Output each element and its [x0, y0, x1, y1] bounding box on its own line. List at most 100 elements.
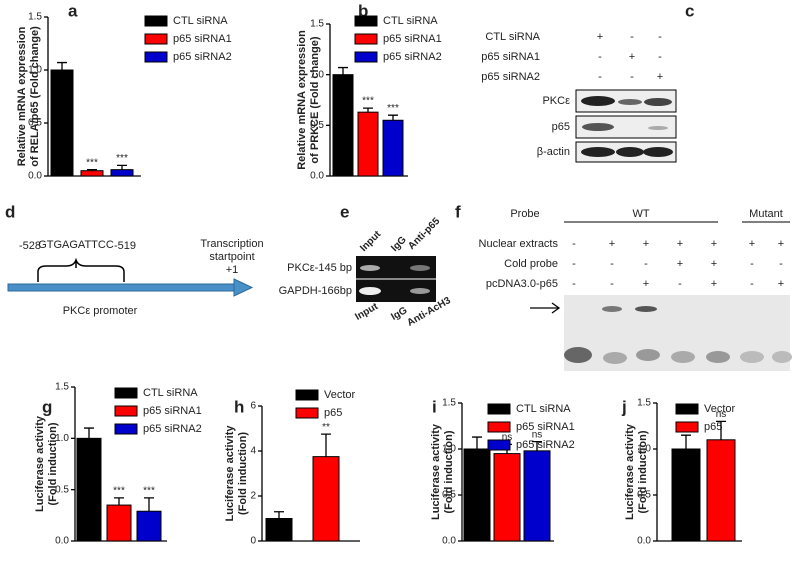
bar: [493, 453, 521, 542]
legend-label: Vector: [324, 389, 356, 401]
tss-label: startpoint: [209, 251, 254, 263]
emsa-gel: [530, 221, 792, 371]
condition-sign: -: [572, 258, 576, 270]
condition-sign: -: [610, 258, 614, 270]
condition-sign: -: [658, 31, 662, 43]
legend-swatch: [354, 33, 378, 45]
group-label: WT: [632, 208, 649, 220]
error-bar: [117, 164, 127, 170]
row-label: GAPDH-166bp: [279, 285, 352, 297]
legend-swatch: [354, 15, 378, 27]
legend-swatch: [114, 387, 138, 399]
legend-label: CTL siRNA: [516, 403, 571, 415]
condition-sign: +: [778, 278, 784, 290]
condition-sign: -: [750, 258, 754, 270]
condition-sign: -: [630, 71, 634, 83]
y-tick-label: 1.5: [28, 12, 42, 23]
legend-label: p65: [324, 407, 342, 419]
position-label: -528: [19, 240, 41, 252]
group-label: Mutant: [749, 208, 783, 220]
y-tick-label: 0.0: [28, 171, 42, 182]
significance: ***: [362, 96, 374, 107]
y-tick-label: 1.0: [637, 444, 651, 455]
lane-label: Anti-p65: [406, 216, 442, 252]
y-axis-label: Relative mRNA expression: [16, 26, 28, 166]
legend-swatch: [354, 51, 378, 63]
legend-label: CTL siRNA: [173, 15, 228, 27]
y-tick-label: 1.0: [310, 69, 324, 80]
y-tick-label: 0.5: [310, 120, 324, 131]
panel-letter: c: [685, 1, 694, 20]
y-tick-label: 1.0: [28, 65, 42, 76]
condition-sign: +: [643, 278, 649, 290]
bar: [523, 450, 551, 542]
legend-swatch: [295, 407, 319, 419]
promoter-label: PKCε promoter: [63, 305, 138, 317]
position-label: -519: [114, 240, 136, 252]
significance: ***: [387, 103, 399, 114]
bar: [110, 169, 134, 177]
condition-sign: -: [598, 71, 602, 83]
condition-sign: +: [711, 278, 717, 290]
condition-label: Nuclear extracts: [479, 238, 559, 250]
error-bar: [338, 66, 348, 75]
condition-sign: -: [572, 238, 576, 250]
error-bar: [532, 440, 542, 451]
lane-label: Input: [358, 228, 384, 254]
condition-sign: +: [711, 258, 717, 270]
condition-sign: +: [677, 238, 683, 250]
legend-label: p65 siRNA2: [516, 439, 575, 451]
legend-swatch: [144, 33, 168, 45]
significance: ns: [502, 432, 513, 443]
condition-sign: +: [677, 258, 683, 270]
y-axis-label: Luciferase activity: [624, 423, 636, 520]
condition-sign: -: [678, 278, 682, 290]
row-label: PKCε-145 bp: [287, 262, 352, 274]
legend-label: p65 siRNA2: [143, 423, 202, 435]
condition-sign: +: [643, 238, 649, 250]
chip-gel: [356, 256, 436, 302]
bar: [265, 518, 293, 542]
panel-letter: f: [455, 202, 461, 221]
y-tick-label: 0.5: [55, 484, 69, 495]
legend-swatch: [295, 389, 319, 401]
legend-label: p65 siRNA2: [383, 51, 442, 63]
y-axis-label: (Fold induction): [237, 432, 249, 515]
condition-sign: -: [644, 258, 648, 270]
error-bar: [87, 168, 97, 171]
condition-label: pcDNA3.0-p65: [486, 278, 558, 290]
legend-label: p65 siRNA2: [173, 51, 232, 63]
lane-label: Input: [353, 301, 380, 323]
legend-label: Vector: [704, 403, 736, 415]
error-bar: [681, 434, 691, 449]
y-axis-label: (Fold induction): [637, 430, 649, 513]
condition-sign: -: [779, 258, 783, 270]
y-axis-label: Luciferase activity: [224, 425, 236, 522]
error-bar: [274, 511, 284, 519]
condition-sign: -: [572, 278, 576, 290]
bar: [76, 437, 102, 542]
y-axis-label: Relative mRNA expression: [296, 30, 308, 170]
y-axis-label: Luciferase activity: [430, 423, 442, 520]
y-tick-label: 4: [250, 446, 256, 457]
y-tick-label: 0.5: [28, 118, 42, 129]
sequence: GTGAGATTCC: [38, 239, 114, 251]
bar: [80, 170, 104, 177]
y-tick-label: 0.0: [442, 536, 456, 547]
bar: [463, 448, 491, 542]
condition-sign: +: [749, 238, 755, 250]
bar: [106, 504, 132, 542]
condition-sign: -: [658, 51, 662, 63]
y-tick-label: 1.0: [55, 433, 69, 444]
legend-swatch: [144, 51, 168, 63]
panel-letter: d: [5, 202, 15, 221]
condition-label: p65 siRNA2: [481, 71, 540, 83]
error-bar: [114, 497, 124, 506]
condition-sign: +: [778, 238, 784, 250]
y-tick-label: 1.5: [442, 398, 456, 409]
legend-label: p65 siRNA1: [143, 405, 202, 417]
y-tick-label: 1.0: [442, 444, 456, 455]
bar: [706, 439, 736, 542]
legend-label: CTL siRNA: [383, 15, 438, 27]
